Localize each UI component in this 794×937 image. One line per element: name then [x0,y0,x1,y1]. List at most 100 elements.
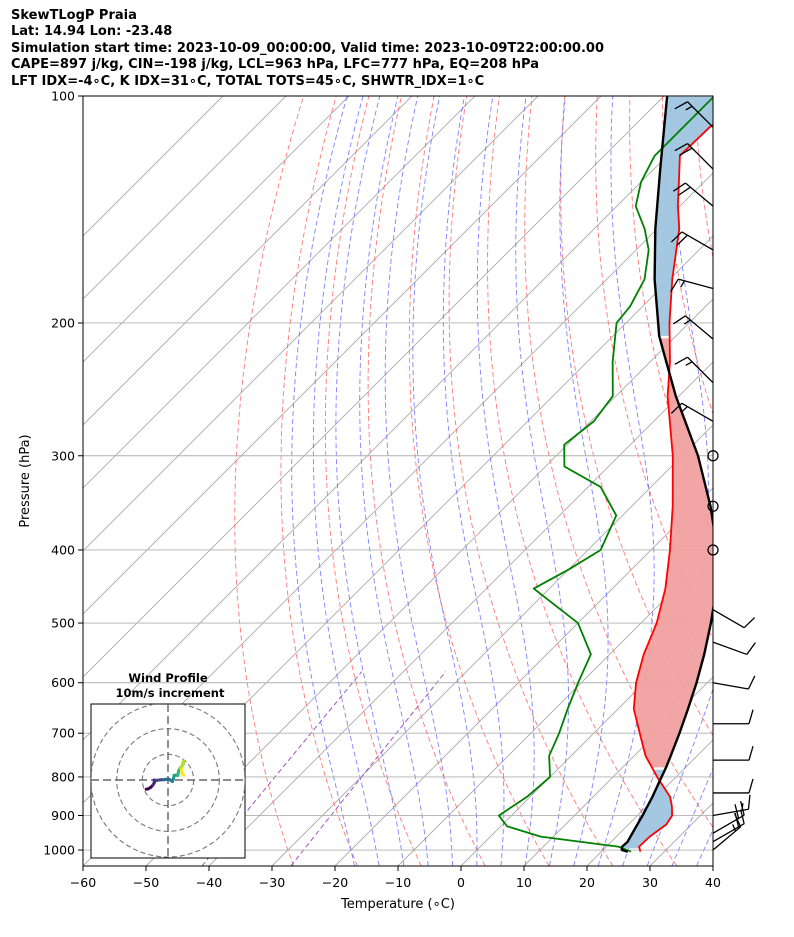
plot-clip-group [83,96,794,866]
wind-barb-flag [748,709,754,724]
x-tick-label: 20 [579,875,595,890]
y-tick-label: 900 [51,808,75,823]
moist-adiabat-line [291,96,355,866]
dry-adiabat-line [367,96,486,866]
moist-adiabat-line [671,767,713,866]
parcel-line [620,96,713,853]
wind-barb-flag [676,234,688,246]
y-tick-label: 600 [51,675,75,690]
moist-adiabat-line [622,96,709,866]
isotherm-line [83,96,224,237]
wind-barb-shaft [712,682,749,690]
dry-adiabat-line [234,96,305,866]
wind-barb-flag [674,101,688,110]
moist-adiabat-line [384,96,453,866]
mixing-ratio-line [290,671,447,866]
wind-barb-flag [670,231,683,243]
dry-adiabat-line [595,96,713,640]
x-tick-label: 40 [705,875,721,890]
wind-barb-flag [743,617,756,629]
moist-adiabat-line [312,96,380,866]
wind-barb-half-flag [683,319,691,325]
moist-adiabat-line [559,96,609,866]
dry-adiabat-line [560,96,713,737]
wind-barb-flag [674,143,688,152]
y-axis-label: Pressure (hPa) [18,434,33,527]
x-tick-label: 10 [516,875,532,890]
moist-adiabat-line [696,828,713,866]
wind-barb-half-flag [685,361,693,366]
wind-barb-flag [734,804,740,819]
wind-barb-flag [747,675,756,690]
y-tick-label: 700 [51,726,75,741]
moist-adiabat-line [442,96,505,866]
moist-adiabat-line [335,96,405,866]
location-line: Lat: 14.94 Lon: -23.48 [11,24,173,40]
wind-barb-flag [746,642,756,655]
isotherm-line [83,96,665,678]
wind-barb-flag [674,356,688,365]
wind-barbs [670,101,756,851]
isotherm-line [712,865,713,866]
y-tick-label: 1000 [43,843,75,858]
wind-barb-flag [740,809,745,824]
plot-area [83,96,794,866]
wind-barb-shaft [681,402,714,422]
x-tick-label: −40 [196,875,222,890]
cape-line: CAPE=897 j/kg, CIN=-198 j/kg, LCL=963 hP… [11,57,539,73]
x-tick-label: −60 [70,875,96,890]
hodograph-trace-segment [181,772,186,777]
wind-barb-flag [672,182,686,192]
temperature-line [632,123,713,852]
x-tick-label: −30 [259,875,285,890]
hodograph-clip-group [91,704,245,858]
wind-barb-shaft [712,609,745,629]
moist-adiabat-line [515,96,569,866]
hodograph-title: Wind Profile [128,671,208,685]
isotherm-line [145,298,713,866]
y-tick-label: 300 [51,448,75,463]
calm-wind-circle [707,450,719,462]
wind-barb-shaft [685,315,714,340]
y-tick-label: 200 [51,315,75,330]
dry-adiabat-line [487,96,678,866]
chart-header: SkewTLogP Praia Lat: 14.94 Lon: -23.48 S… [11,8,604,90]
moist-adiabat-line [359,96,429,866]
wind-barb-flag [677,186,691,196]
wind-barb-half-flag [681,406,688,413]
isotherm-line [83,96,350,363]
wind-barb-flag [670,402,683,414]
wind-barb-flag [670,278,679,292]
y-tick-label: 400 [51,542,75,557]
isotherm-line [208,361,713,866]
x-tick-label: −50 [133,875,159,890]
isotherm-line [83,96,413,426]
axes: −60 −50 −40 −30 −20 −10 0 10 20 30 40 1000 900 800 700… [18,89,721,913]
isotherm-line [83,96,602,615]
dry-adiabat-line [694,96,713,260]
isotherm-line [271,424,713,866]
dewpoint-line [497,96,713,853]
wind-barb-half-flag [680,280,686,288]
isotherm-line [83,96,476,489]
index-line: LFT IDX=-4∘C, K IDX=31∘C, TOTAL TOTS=45∘… [11,73,485,89]
wind-barb-flag [747,794,751,810]
isotherm-line [460,613,713,866]
x-tick-label: −20 [322,875,348,890]
x-axis-label: Temperature (∘C) [340,897,455,912]
wind-barb-flag [679,147,693,156]
dry-adiabat-line [324,96,422,866]
moist-adiabat-line [412,96,478,866]
wind-barb-flag [672,315,686,325]
wind-barb-half-flag [732,824,737,832]
y-tick-label: 500 [51,616,75,631]
calm-wind-circle [707,544,719,556]
y-tick-label: 800 [51,769,75,784]
isotherm-line [83,96,287,300]
cin-fill-upper [654,96,713,336]
y-tick-label: 100 [51,89,75,104]
wind-barb-shaft [687,356,714,384]
dry-adiabat-line [728,96,794,866]
